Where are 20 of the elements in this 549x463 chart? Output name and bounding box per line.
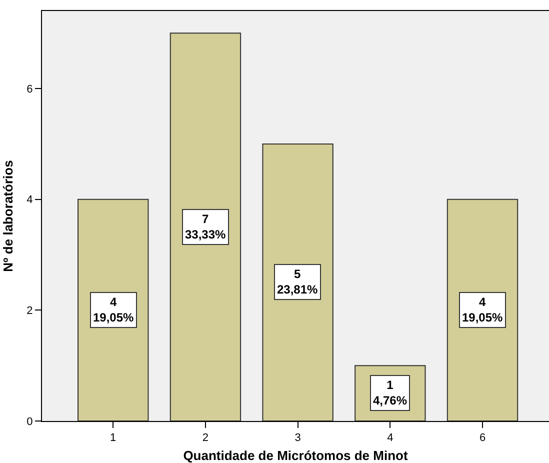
x-tick-label: 1 — [110, 432, 116, 444]
data-label: 4 19,05% — [93, 295, 134, 325]
y-axis-title: Nº de laboratórios — [0, 160, 16, 272]
x-tick-label: 6 — [479, 432, 486, 444]
y-tick-label: 6 — [26, 83, 33, 96]
x-tick-label: 2 — [202, 432, 209, 444]
data-label: 1 4,76% — [373, 378, 408, 408]
y-tick-label: 0 — [26, 416, 33, 428]
data-label: 4 19,05% — [462, 295, 504, 325]
bar — [170, 32, 242, 421]
x-tick-label: 3 — [294, 432, 301, 444]
x-axis-title: Quantidade de Micrótomos de Minot — [183, 448, 408, 463]
y-tick-label: 4 — [26, 194, 33, 206]
bar — [78, 198, 149, 421]
x-tick-label: 4 — [387, 432, 394, 444]
bar — [446, 198, 518, 421]
data-label: 5 23,81% — [277, 267, 318, 297]
data-label: 7 33,33% — [185, 212, 226, 242]
bar — [262, 143, 334, 421]
y-tick-label: 2 — [26, 305, 33, 318]
